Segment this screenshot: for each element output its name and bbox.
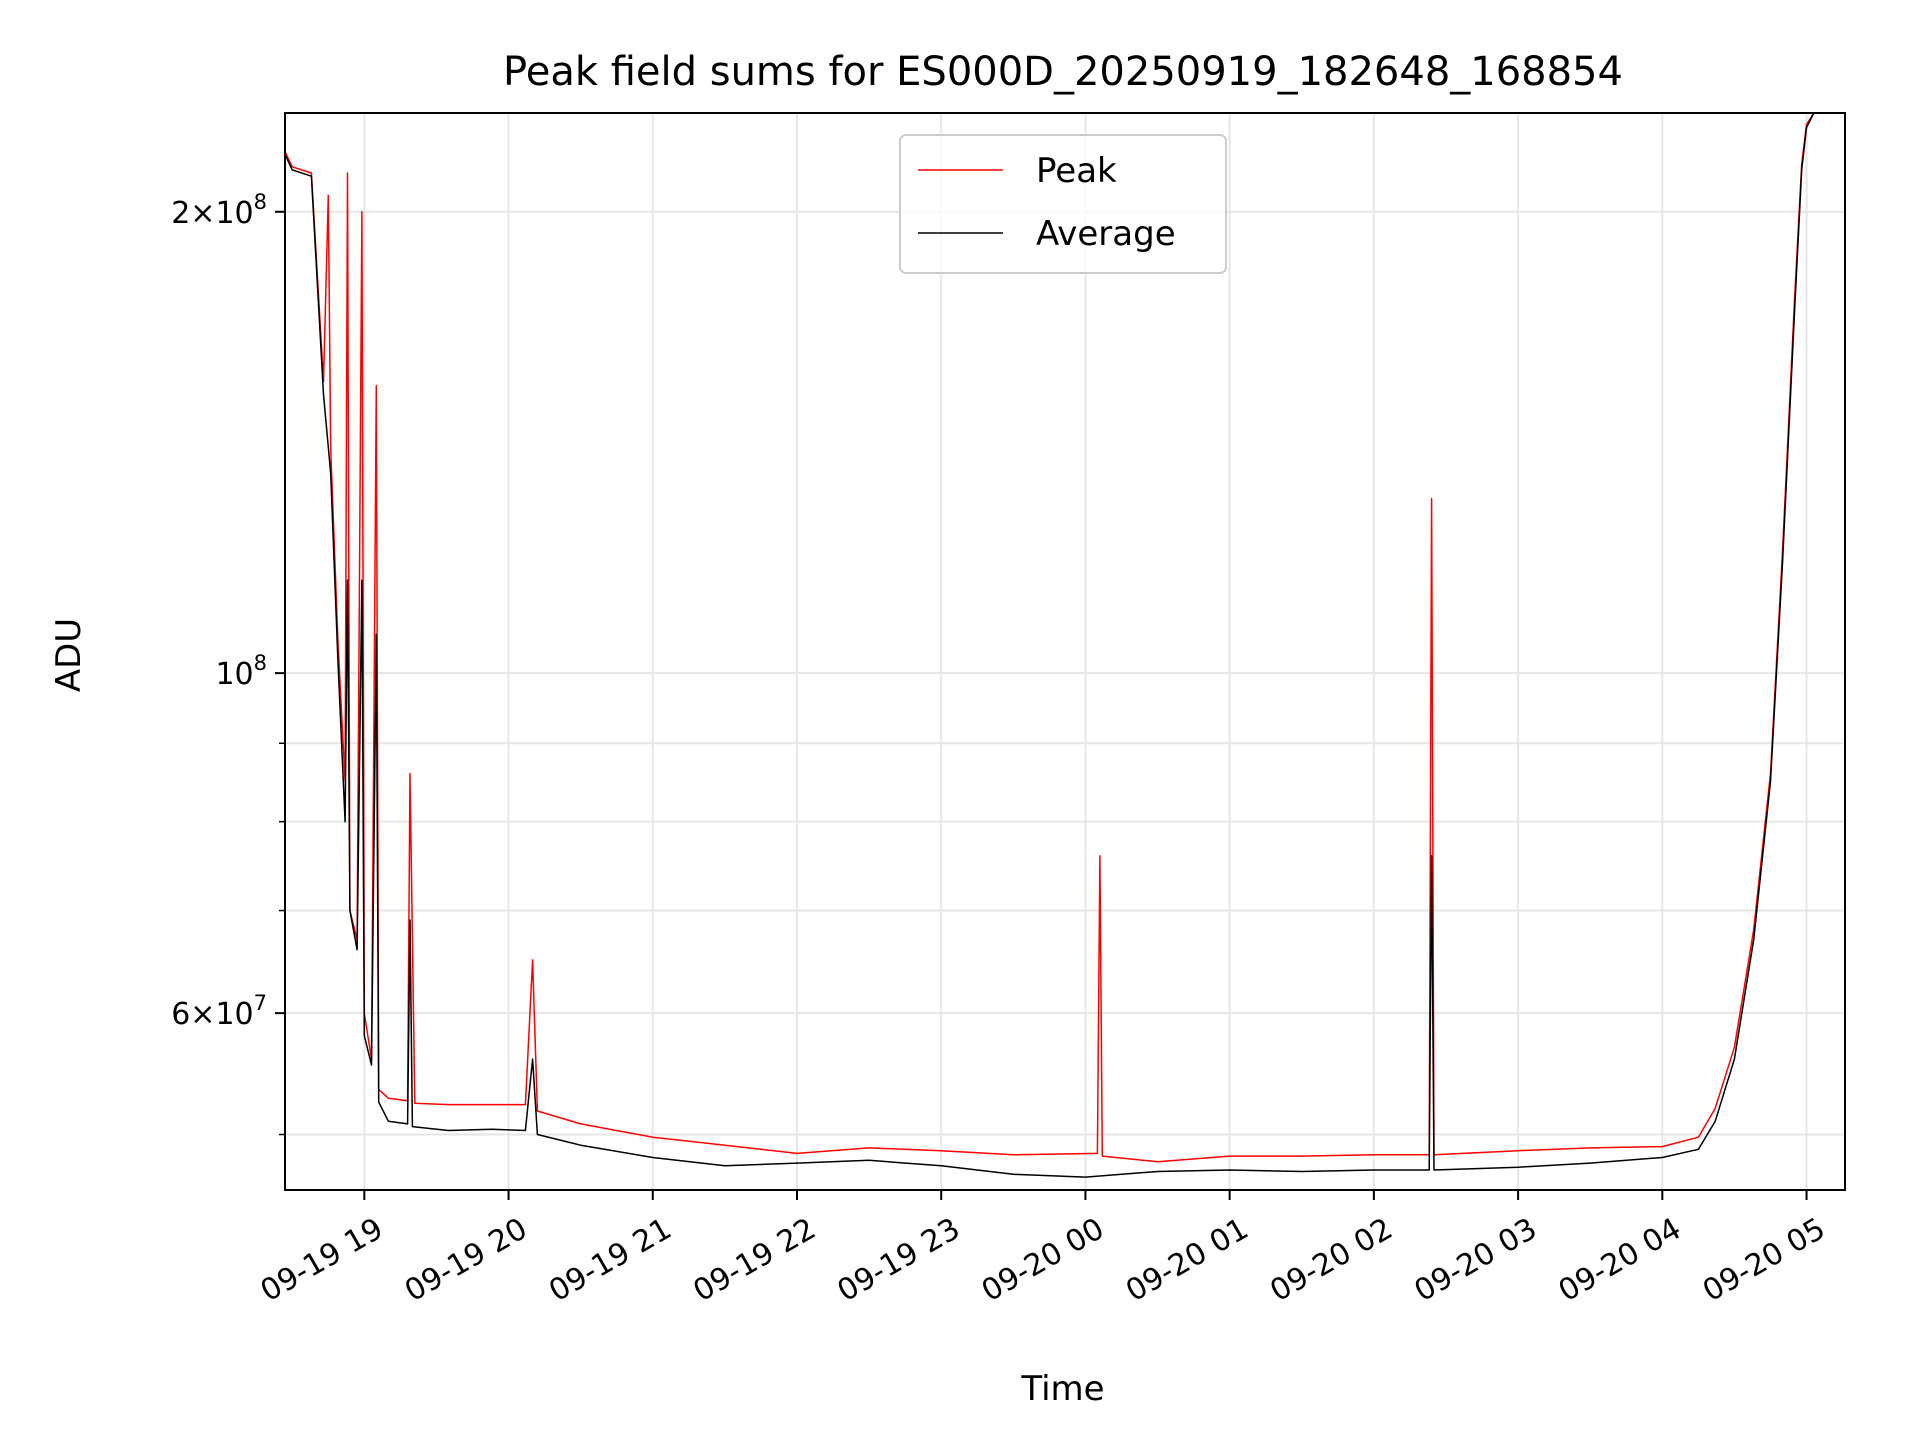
y-tick-label: 108 (215, 651, 267, 692)
y-axis: 6×107 108 2×108 (171, 190, 285, 1136)
x-tick-label: 09-19 22 (687, 1211, 821, 1309)
x-tick-label: 09-20 05 (1697, 1211, 1831, 1309)
grid (285, 113, 1845, 1190)
legend: Peak Average (899, 134, 1227, 274)
x-tick-label: 09-19 20 (399, 1211, 533, 1309)
chart-title: Peak field sums for ES000D_20250919_1826… (503, 49, 1623, 95)
y-tick-label: 2×108 (171, 190, 267, 231)
series-layer (285, 113, 1845, 1178)
x-tick-label: 09-20 00 (976, 1211, 1110, 1309)
x-tick-label: 09-19 19 (255, 1211, 389, 1309)
x-tick-label: 09-20 04 (1553, 1211, 1687, 1309)
x-tick-label: 09-20 02 (1264, 1211, 1398, 1309)
x-tick-label: 09-19 21 (543, 1211, 677, 1309)
y-axis-label: ADU (49, 618, 89, 692)
plot-area-frame (284, 112, 1846, 1191)
series-line-average (285, 113, 1845, 1178)
x-axis-label: Time (1020, 1369, 1104, 1409)
legend-label-average: Average (1036, 214, 1176, 254)
y-tick-label: 6×107 (171, 991, 267, 1032)
x-tick-label: 09-20 03 (1409, 1211, 1543, 1309)
x-tick-label: 09-20 01 (1120, 1211, 1254, 1309)
x-tick-label: 09-19 23 (832, 1211, 966, 1309)
legend-label-peak: Peak (1036, 151, 1117, 191)
x-axis: 09-19 19 09-19 20 09-19 21 09-19 22 09-19 23… (255, 1190, 1831, 1309)
